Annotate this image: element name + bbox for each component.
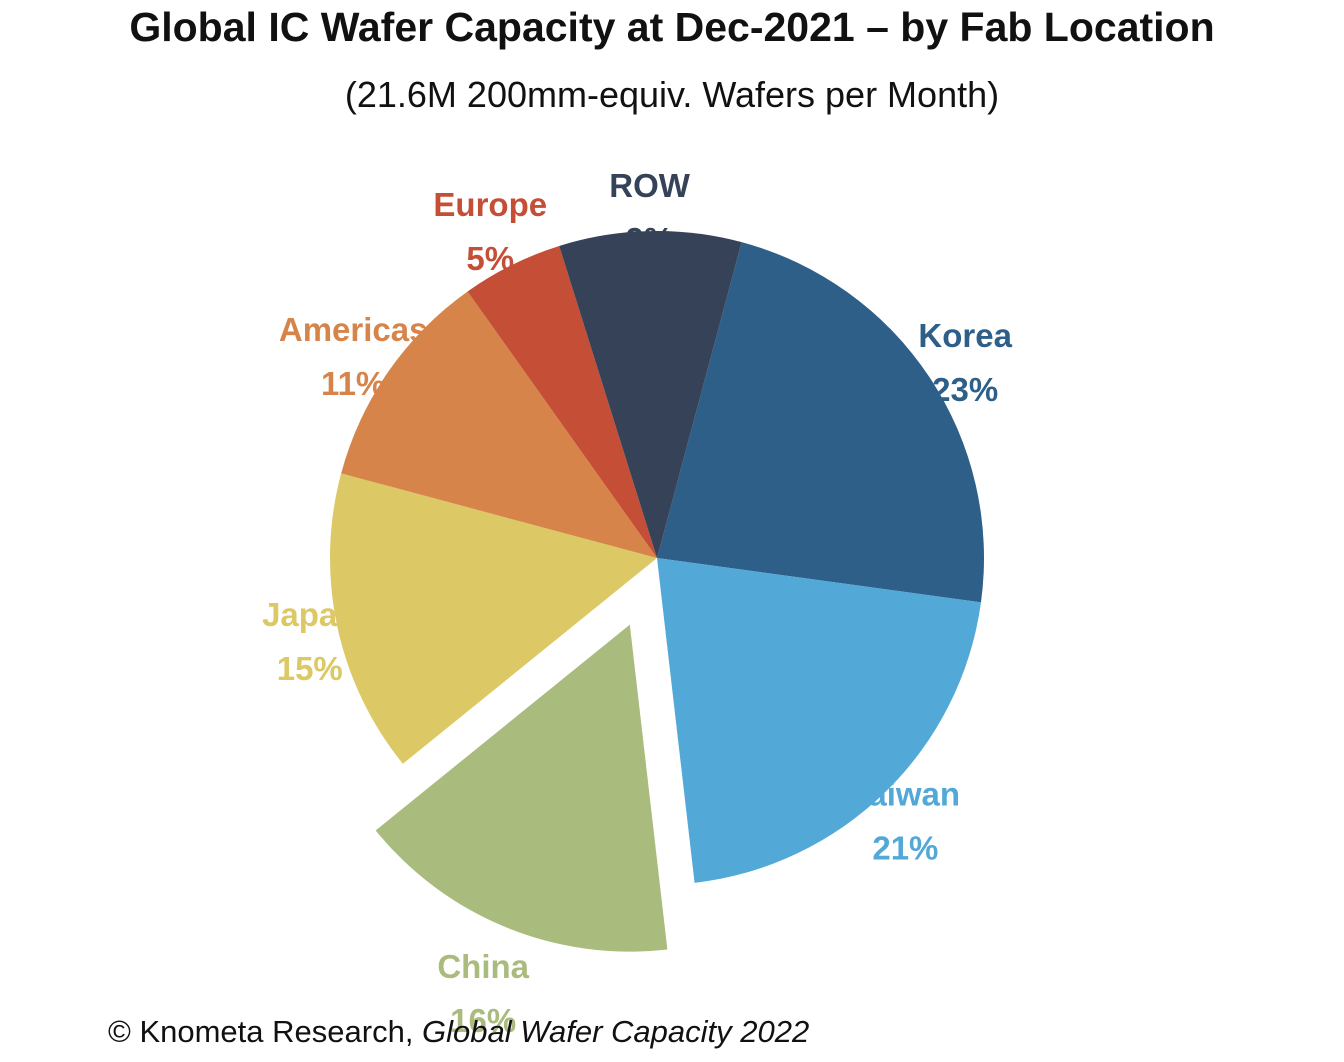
slice-value-taiwan: 21% xyxy=(872,830,938,867)
pie-slice-europe xyxy=(467,245,657,558)
pie-slice-china xyxy=(375,624,668,952)
slice-label-taiwan: Taiwan xyxy=(851,776,960,813)
footer-copyright: © Knometa Research, xyxy=(108,1014,423,1049)
slice-label-japan: Japan xyxy=(262,596,357,633)
slice-value-korea: 23% xyxy=(932,371,998,408)
pie-slice-row xyxy=(559,231,742,559)
footer-publication: Global Wafer Capacity 2022 xyxy=(422,1014,810,1049)
pie-slices xyxy=(330,231,984,952)
chart-subtitle: (21.6M 200mm-equiv. Wafers per Month) xyxy=(344,74,1000,115)
slice-value-china: 16% xyxy=(450,1002,516,1039)
pie-labels: Korea 23% Taiwan 21% China 16% Japan 15% America… xyxy=(262,167,1013,1039)
slice-value-europe: 5% xyxy=(466,240,514,277)
slice-label-china: China xyxy=(437,948,529,985)
slice-label-europe: Europe xyxy=(433,186,547,223)
slice-label-row: ROW xyxy=(609,167,691,204)
pie-slice-japan xyxy=(330,473,657,764)
slice-label-korea: Korea xyxy=(918,317,1012,354)
chart-title: Global IC Wafer Capacity at Dec-2021 – b… xyxy=(129,4,1215,50)
pie-slice-korea xyxy=(657,242,984,603)
source-footer: © Knometa Research, Global Wafer Capacit… xyxy=(108,1014,809,1050)
pie-slice-americas xyxy=(341,291,657,558)
slice-value-japan: 15% xyxy=(277,650,343,687)
slice-label-americas: Americas xyxy=(279,311,428,348)
slice-value-americas: 11% xyxy=(321,365,385,402)
slice-value-row: 9% xyxy=(626,221,674,258)
pie-slice-taiwan xyxy=(657,558,981,883)
